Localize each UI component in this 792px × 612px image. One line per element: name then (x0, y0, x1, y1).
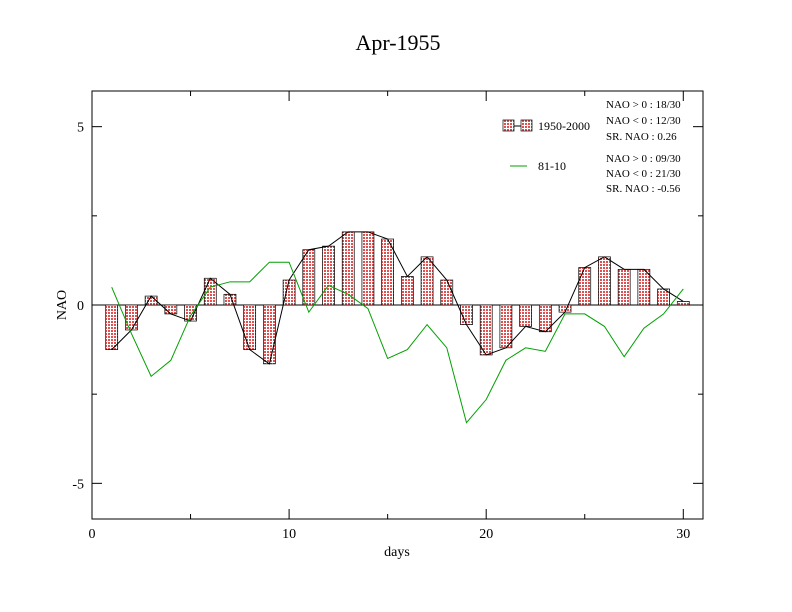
bar-day-1 (105, 304, 119, 350)
bar-day-9 (263, 304, 276, 365)
stat-81-10-sr: SR. NAO : -0.56 (606, 183, 681, 195)
legend-bar-swatch-left (502, 119, 515, 132)
bar-day-7 (223, 293, 237, 306)
x-tick-label: 0 (89, 527, 96, 542)
y-tick-label: 0 (77, 299, 84, 314)
bar-day-14 (361, 231, 375, 306)
x-tick-label: 20 (479, 527, 493, 542)
x-tick-label: 30 (676, 527, 690, 542)
bar-day-25 (578, 267, 592, 306)
x-tick-label: 10 (282, 527, 296, 542)
bar-day-26 (598, 256, 611, 306)
bar-day-10 (282, 279, 296, 306)
legend-label-81-10: 81-10 (538, 159, 566, 173)
bar-day-17 (420, 256, 434, 306)
stat-1950-2000-pos: NAO > 0 : 18/30 (606, 99, 681, 111)
stat-81-10-neg: NAO < 0 : 21/30 (606, 168, 681, 180)
bar-day-20 (479, 304, 493, 356)
bar-day-15 (381, 238, 394, 306)
chart-title: Apr-1955 (355, 30, 440, 55)
legend-label-1950-2000: 1950-2000 (538, 119, 590, 133)
bar-series-connector (111, 231, 684, 365)
bar-day-21 (499, 304, 513, 349)
bar-day-11 (302, 249, 316, 306)
y-tick-label: 5 (77, 121, 84, 136)
stat-1950-2000-sr: SR. NAO : 0.26 (606, 131, 677, 143)
bar-day-30 (676, 301, 690, 306)
bar-day-27 (617, 268, 631, 306)
legend-bar-swatch-right (520, 119, 533, 132)
x-axis-label: days (384, 545, 410, 560)
y-axis-label: NAO (55, 290, 70, 320)
bar-day-22 (519, 304, 532, 327)
stat-1950-2000-neg: NAO < 0 : 12/30 (606, 115, 681, 127)
bar-day-16 (401, 276, 414, 306)
bar-day-28 (637, 268, 651, 306)
bar-day-12 (322, 245, 335, 306)
bar-day-18 (440, 279, 454, 306)
stat-81-10-pos: NAO > 0 : 09/30 (606, 153, 681, 165)
bar-day-2 (125, 304, 138, 331)
y-tick-label: -5 (72, 477, 84, 492)
line-series-81-10 (111, 261, 684, 424)
bar-day-8 (243, 304, 257, 350)
